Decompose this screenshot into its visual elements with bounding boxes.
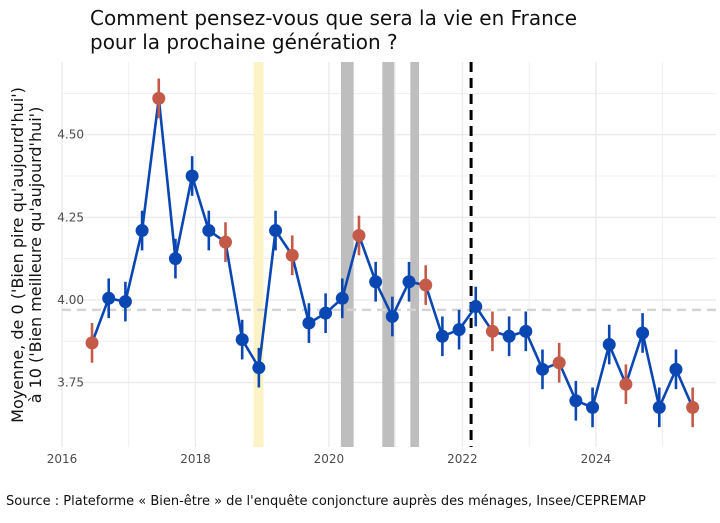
data-point bbox=[185, 169, 199, 183]
x-tick-label: 2016 bbox=[47, 452, 78, 466]
data-point bbox=[335, 291, 349, 305]
data-point-highlight bbox=[619, 377, 633, 391]
data-point bbox=[586, 400, 600, 414]
data-point bbox=[269, 224, 283, 238]
data-point-highlight bbox=[285, 248, 299, 262]
x-tick-label: 2024 bbox=[581, 452, 612, 466]
highlight-band bbox=[410, 62, 420, 447]
data-point bbox=[469, 300, 483, 314]
reference-lines-layer bbox=[62, 62, 716, 447]
highlight-bands-layer bbox=[253, 62, 420, 447]
x-tick-label: 2020 bbox=[314, 452, 345, 466]
y-axis-title-line-1: Moyenne, de 0 ('Bien pire qu'aujourd'hui… bbox=[8, 87, 27, 423]
data-point bbox=[168, 252, 182, 266]
data-point-highlight bbox=[152, 91, 166, 105]
data-point bbox=[252, 361, 266, 375]
data-point bbox=[118, 295, 132, 309]
series-layer bbox=[85, 78, 700, 428]
x-tick-label: 2022 bbox=[447, 452, 478, 466]
highlight-band bbox=[382, 62, 395, 447]
data-point bbox=[102, 291, 116, 305]
data-point-highlight bbox=[485, 324, 499, 338]
data-point-highlight bbox=[219, 235, 232, 249]
data-point bbox=[435, 329, 449, 343]
y-tick-label: 3.75 bbox=[57, 376, 84, 390]
data-point bbox=[569, 394, 583, 408]
data-point bbox=[452, 323, 466, 337]
data-point bbox=[202, 224, 216, 238]
data-point bbox=[319, 306, 333, 320]
chart-title-line-1: Comment pensez-vous que sera la vie en F… bbox=[90, 6, 578, 30]
data-point bbox=[235, 333, 249, 347]
x-tick-label: 2018 bbox=[180, 452, 211, 466]
y-tick-label: 4.25 bbox=[57, 210, 84, 224]
data-point bbox=[385, 309, 399, 323]
data-point bbox=[369, 275, 383, 289]
data-point bbox=[302, 316, 316, 330]
tick-labels-layer: 2016 2018 2020 2022 2024 3.75 4.00 4.25 4.50 bbox=[47, 128, 611, 466]
data-point-highlight bbox=[552, 356, 566, 370]
highlight-band bbox=[253, 62, 264, 447]
chart-title: Comment pensez-vous que sera la vie en F… bbox=[90, 6, 710, 54]
source-caption: Source : Plateforme « Bien-être » de l'e… bbox=[6, 494, 646, 509]
data-point-highlight bbox=[85, 336, 99, 350]
data-point-highlight bbox=[686, 400, 700, 414]
data-point bbox=[135, 224, 149, 238]
data-point bbox=[502, 329, 516, 343]
y-tick-label: 4.50 bbox=[57, 128, 84, 142]
chart-title-line-2: pour la prochaine génération ? bbox=[90, 30, 398, 54]
data-point-highlight bbox=[419, 278, 433, 292]
data-point bbox=[669, 362, 683, 376]
data-point-highlight bbox=[352, 228, 366, 242]
data-point bbox=[652, 400, 666, 414]
data-point bbox=[519, 324, 533, 338]
highlight-band bbox=[340, 62, 354, 447]
data-point bbox=[402, 275, 416, 289]
y-axis-title-line-2: à 10 ('Bien meilleure qu'aujourd'hui') bbox=[26, 107, 45, 404]
data-point bbox=[636, 326, 650, 340]
y-tick-label: 4.00 bbox=[57, 293, 84, 307]
data-point bbox=[602, 338, 616, 352]
data-point bbox=[535, 362, 549, 376]
